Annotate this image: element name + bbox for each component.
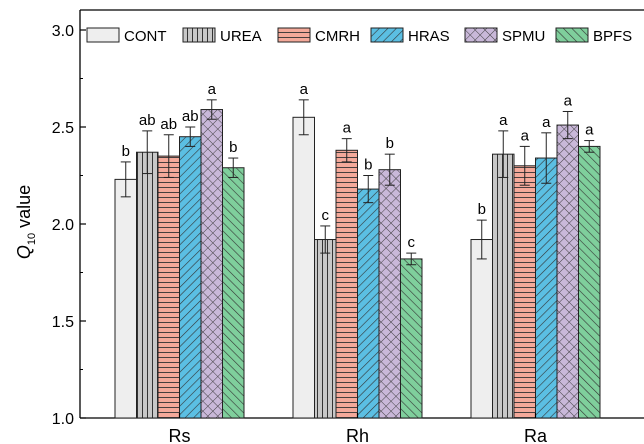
legend-swatch-cont [86, 27, 120, 43]
bar-bpfs-rh [400, 258, 423, 419]
legend-label-cmrh: CMRH [315, 28, 360, 45]
legend-label-spmu: SPMU [502, 28, 545, 45]
significance-letter: b [478, 201, 486, 218]
y-axis-ticks: 1.0 1.5 2.0 2.5 3.0 [52, 23, 86, 428]
y-axis-label: Q10 value [14, 185, 38, 259]
significance-letter: b [229, 139, 237, 156]
legend-swatch-cmrh [277, 27, 311, 43]
y-axis-label-rest: value [14, 185, 34, 233]
significance-letter: b [364, 157, 372, 174]
significance-letter: a [300, 81, 309, 98]
bar-hras-ra [535, 157, 558, 419]
significance-letter: ab [139, 112, 156, 129]
legend-label-hras: HRAS [408, 28, 450, 45]
legend-swatch-urea [182, 27, 216, 43]
significance-letter: b [122, 143, 130, 160]
y-tick-label: 1.0 [52, 411, 74, 428]
significance-letter: a [343, 120, 352, 137]
bar-cmrh-rh [335, 149, 358, 419]
significance-letter: b [386, 135, 394, 152]
bar-bpfs-rs [222, 167, 245, 419]
bar-cmrh-rs [157, 155, 180, 419]
y-axis-label-sub: 10 [26, 233, 38, 245]
legend-swatch-spmu [464, 27, 498, 43]
significance-letter: a [208, 81, 217, 98]
legend-swatch-bpfs [555, 27, 589, 43]
bar-cont-rh [292, 116, 315, 419]
legend: CONT UREA CMRH HRAS SPMU BPFS [86, 27, 632, 45]
y-tick-label: 2.0 [52, 217, 74, 234]
bar-hras-rh [357, 188, 380, 419]
significance-letter: a [499, 112, 508, 129]
y-tick-label: 1.5 [52, 314, 74, 331]
bar-cont-ra [470, 239, 493, 419]
significance-letter: c [322, 207, 330, 224]
significance-letter: a [564, 92, 573, 109]
bar-urea-ra [492, 153, 515, 419]
bar-cmrh-ra [513, 165, 536, 419]
x-category-label: Ra [524, 426, 548, 444]
legend-swatch-hras [370, 27, 404, 43]
bar-spmu-rh [378, 169, 401, 419]
bar-spmu-rs [200, 109, 223, 419]
bar-bpfs-ra [578, 145, 601, 419]
x-axis-categories: Rs Rh Ra [169, 413, 548, 444]
y-tick-label: 3.0 [52, 23, 74, 40]
significance-letter: a [521, 127, 530, 144]
significance-letter: ab [182, 108, 199, 125]
x-category-label: Rh [346, 426, 369, 444]
y-tick-label: 2.5 [52, 120, 74, 137]
bar-spmu-ra [556, 124, 579, 419]
bar-urea-rh [314, 239, 337, 419]
legend-label-urea: UREA [220, 28, 262, 45]
significance-letter: a [585, 122, 594, 139]
legend-label-bpfs: BPFS [593, 28, 632, 45]
significance-letter: a [542, 114, 551, 131]
y-axis-label-main: Q [14, 245, 34, 259]
significance-letter: ab [160, 116, 177, 133]
bar-hras-rs [179, 136, 202, 419]
significance-letter: c [408, 234, 416, 251]
bar-cont-rs [114, 178, 137, 419]
legend-label-cont: CONT [124, 28, 167, 45]
bar-urea-rs [136, 151, 159, 419]
x-category-label: Rs [169, 426, 191, 444]
